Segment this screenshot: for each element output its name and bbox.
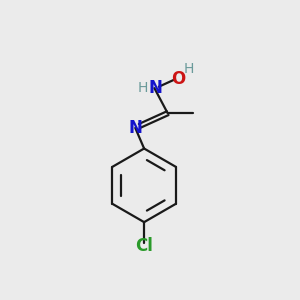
Text: H: H <box>184 62 194 76</box>
Text: N: N <box>128 119 142 137</box>
Text: H: H <box>137 81 148 95</box>
Text: N: N <box>149 79 163 97</box>
Text: O: O <box>171 70 185 88</box>
Text: Cl: Cl <box>135 237 153 255</box>
